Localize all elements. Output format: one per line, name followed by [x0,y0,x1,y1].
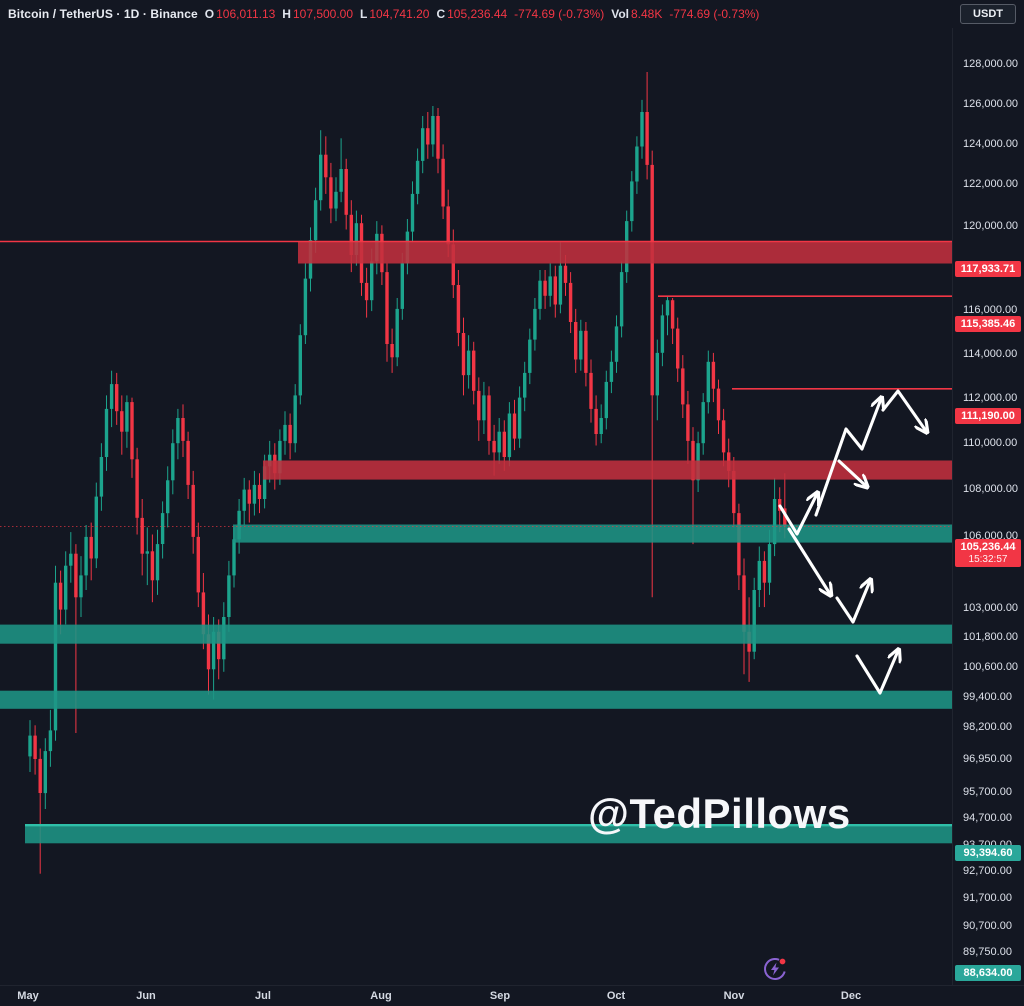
month-label: May [17,990,39,1002]
volume-change-value: -774.69 (-0.73%) [669,7,760,21]
projection-arrow [835,581,870,624]
price-tick-label: 95,700.00 [963,785,1012,798]
month-label: Jun [136,990,156,1002]
supply-zone [263,460,952,480]
price-tick-label: 126,000.00 [963,97,1019,110]
projection-arrow [855,651,898,695]
candlestick-chart[interactable] [0,0,952,957]
price-axis[interactable]: 128,000.00 126,000.00 124,000.00 122,000.00… [952,28,1024,985]
month-label: Nov [723,990,745,1002]
price-tick-label: 103,000.00 [963,601,1019,614]
current-price-chip: 105,236.44 15:32:57 [955,538,1021,567]
price-tick-label: 110,000.00 [963,437,1018,450]
price-level-chip: 111,190.00 [955,408,1021,425]
price-tick-label: 96,950.00 [963,753,1012,766]
price-level-chip: 88,634.00 [955,964,1021,981]
price-tick-label: 91,700.00 [963,892,1012,905]
countdown: 15:32:57 [968,553,1008,565]
change-value: -774.69 (-0.73%) [514,7,605,21]
price-level-lines [0,240,952,527]
volume-label: Vol [611,7,629,21]
price-tick-label: 89,750.00 [963,946,1012,959]
price-tick-label: 116,000.00 [963,304,1018,317]
demand-zone [0,624,952,644]
supply-demand-zones [0,241,952,844]
price-tick-label: 92,700.00 [963,865,1012,878]
close-value: 105,236.44 [447,7,508,21]
projection-arrow [881,389,926,431]
currency-button[interactable]: USDT [960,4,1016,24]
close-label: C [436,7,446,21]
price-tick-label: 120,000.00 [963,219,1019,232]
symbol-title[interactable]: Bitcoin / TetherUS · 1D · Binance [8,7,198,21]
chart-canvas[interactable]: @TedPillows [0,0,952,985]
projection-arrow [778,494,817,536]
projection-arrow [837,459,866,486]
projection-arrow [787,527,830,594]
month-label: Jul [255,990,271,1002]
price-level-chip: 93,394.60 [955,844,1021,861]
demand-zone [233,524,952,543]
watermark: @TedPillows [588,790,851,837]
projection-arrows[interactable] [778,389,926,695]
time-axis[interactable]: May Jun Jul Aug Sep Oct Nov Dec [0,985,1024,1006]
demand-zone [0,690,952,709]
volume-value: 8.48K [631,7,663,21]
supply-zone [298,241,952,264]
month-label: Dec [840,990,862,1002]
low-value: 104,741.20 [369,7,430,21]
chart-header: Bitcoin / TetherUS · 1D · Binance O 106,… [0,0,1024,28]
price-tick-label: 90,700.00 [963,919,1012,932]
price-tick-label: 100,600.00 [963,660,1019,673]
month-label: Aug [370,990,392,1002]
flash-trade-icon[interactable] [761,955,789,983]
open-value: 106,011.13 [216,7,276,21]
price-tick-label: 122,000.00 [963,178,1019,191]
projection-arrow [814,399,881,517]
low-label: L [360,7,368,21]
high-value: 107,500.00 [292,7,354,21]
price-tick-label: 124,000.00 [963,137,1019,150]
price-tick-label: 114,000.00 [963,347,1018,360]
price-tick-label: 108,000.00 [963,483,1019,496]
price-tick-label: 112,000.00 [963,392,1018,405]
month-label: Sep [489,990,511,1002]
month-label: Oct [606,990,626,1002]
price-level-chip: 115,385.46 [955,315,1021,332]
price-tick-label: 128,000.00 [963,58,1019,71]
demand-zone [25,825,952,844]
open-label: O [204,7,215,21]
price-level-chip: 117,933.71 [955,261,1021,278]
price-tick-label: 99,400.00 [963,690,1012,703]
high-label: H [282,7,291,21]
price-tick-label: 98,200.00 [963,721,1012,734]
price-tick-label: 101,800.00 [963,631,1019,644]
price-tick-label: 94,700.00 [963,811,1012,824]
